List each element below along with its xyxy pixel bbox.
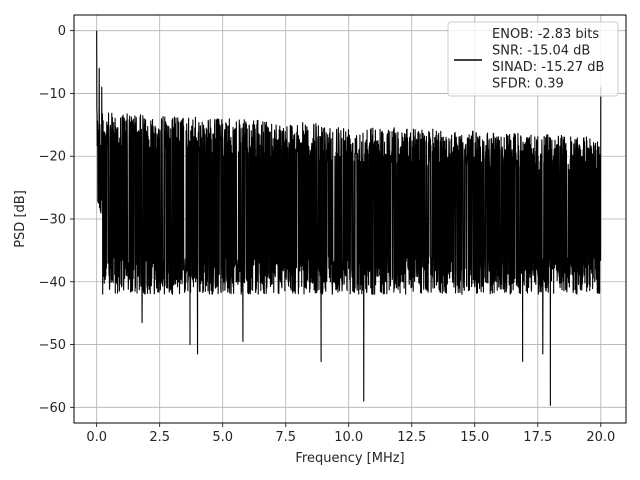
x-tick-label: 10.0 <box>334 430 363 445</box>
legend-entry: ENOB: -2.83 bits <box>492 27 599 42</box>
legend-entry: SINAD: -15.27 dB <box>492 60 604 75</box>
legend-entry: SFDR: 0.39 <box>492 77 564 92</box>
y-axis-label: PSD [dB] <box>13 190 28 248</box>
psd-series-line <box>96 30 602 406</box>
y-tick-label: −50 <box>39 338 66 353</box>
legend-box <box>447 21 619 97</box>
x-tick-label: 5.0 <box>212 430 233 445</box>
y-axis-ticks: 0 −10 −20 −30 −40 −50 −60 <box>39 24 74 416</box>
x-tick-label: 15.0 <box>460 430 489 445</box>
y-tick-label: −20 <box>39 150 66 165</box>
y-tick-label: −10 <box>39 87 66 102</box>
y-tick-label: −30 <box>39 213 66 228</box>
x-tick-label: 0.0 <box>86 430 107 445</box>
x-tick-label: 2.5 <box>149 430 170 445</box>
x-axis-ticks: 0.0 2.5 5.0 7.5 10.0 12.5 15.0 17.5 20.0 <box>86 423 615 445</box>
y-tick-label: −60 <box>39 401 66 416</box>
legend-entry: SNR: -15.04 dB <box>492 44 590 59</box>
plot-area <box>96 30 602 406</box>
x-tick-label: 12.5 <box>397 430 426 445</box>
x-tick-label: 7.5 <box>275 430 296 445</box>
y-tick-label: −40 <box>39 275 66 290</box>
x-axis-label: Frequency [MHz] <box>295 451 404 466</box>
x-tick-label: 17.5 <box>523 430 552 445</box>
x-tick-label: 20.0 <box>586 430 615 445</box>
y-tick-label: 0 <box>58 24 66 39</box>
